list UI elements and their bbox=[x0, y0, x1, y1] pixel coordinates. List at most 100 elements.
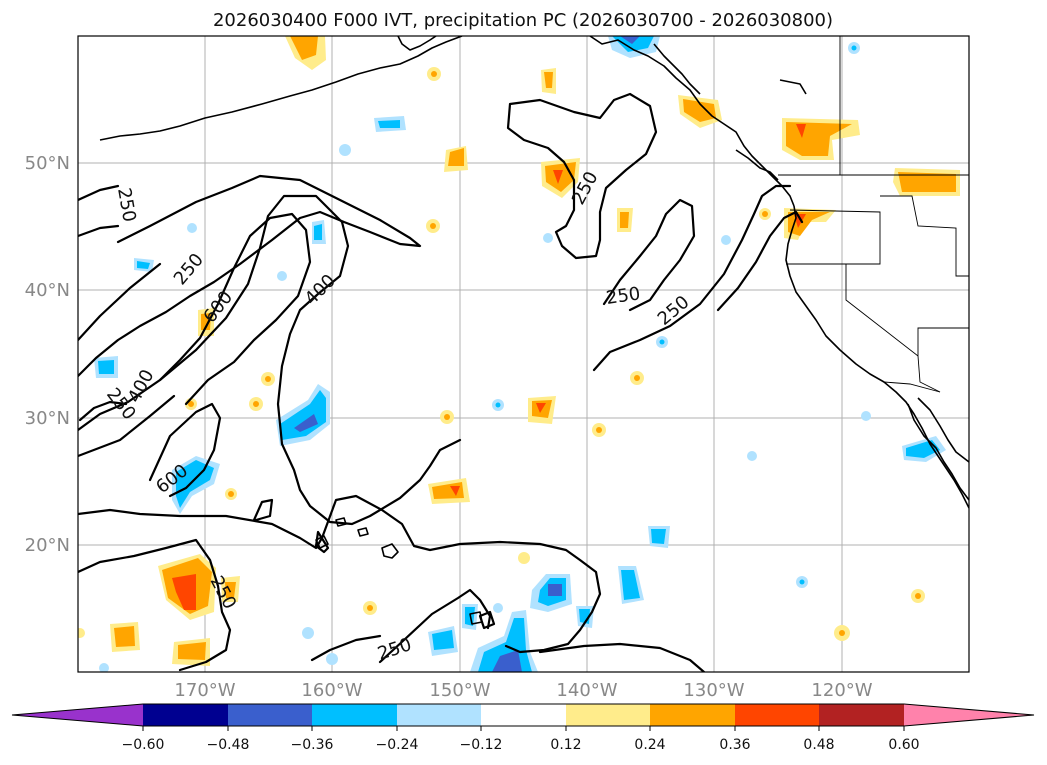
gulf-of-california bbox=[917, 397, 969, 463]
precip-patch bbox=[796, 124, 806, 138]
ivt-contour-250 bbox=[716, 210, 804, 312]
precip-patch bbox=[762, 211, 768, 217]
lon-label: 170°W bbox=[174, 680, 235, 701]
map-plot-area: 250 250 600 400 250 400 600 250 250 250 … bbox=[78, 36, 969, 672]
idaho-border bbox=[880, 195, 969, 277]
precip-patch bbox=[536, 403, 546, 413]
ivt-label: 400 bbox=[124, 366, 159, 406]
colorbar-segment bbox=[228, 704, 312, 726]
longitude-labels: 170°W 160°W 150°W 140°W 130°W 120°W bbox=[174, 680, 872, 701]
precip-patch bbox=[253, 401, 259, 407]
precip-patch bbox=[430, 223, 436, 229]
maui-island bbox=[357, 527, 369, 537]
figure-title: 2026030400 F000 IVT, precipitation PC (2… bbox=[213, 10, 833, 31]
ivt-contour-250 bbox=[538, 642, 706, 672]
ivt-contour-small bbox=[252, 498, 274, 522]
precip-patch bbox=[683, 99, 716, 122]
precip-patch bbox=[99, 663, 109, 672]
colorbar-segment bbox=[481, 704, 566, 726]
panhandle-inner bbox=[653, 43, 701, 95]
ivt-contour-250 bbox=[78, 262, 162, 342]
precip-patch bbox=[178, 642, 206, 660]
colorbar-ticks bbox=[142, 726, 905, 731]
colorbar-segment bbox=[397, 704, 481, 726]
map-frame bbox=[77, 35, 970, 673]
precip-patch bbox=[799, 579, 805, 585]
precip-patch bbox=[326, 653, 338, 665]
colorbar-segment bbox=[312, 704, 397, 726]
precip-patch bbox=[518, 552, 530, 564]
precip-patch bbox=[444, 414, 450, 420]
colorbar-tick-label: 0.36 bbox=[719, 737, 750, 753]
precip-patch bbox=[492, 650, 522, 672]
coastlines bbox=[99, 36, 969, 625]
colorbar-segment bbox=[566, 704, 650, 726]
precip-patch bbox=[612, 36, 654, 52]
precip-patch bbox=[176, 460, 214, 508]
lon-label: 150°W bbox=[429, 680, 490, 701]
precip-patch bbox=[228, 491, 234, 497]
precip-patch bbox=[378, 120, 400, 128]
precip-patch bbox=[280, 390, 326, 440]
precip-patch bbox=[225, 582, 236, 598]
ivt-contour-600 bbox=[148, 402, 222, 498]
precip-patch bbox=[651, 529, 666, 544]
lat-label: 50°N bbox=[25, 153, 70, 174]
ivt-contour-600 bbox=[158, 212, 312, 406]
ivt-label: 250 bbox=[605, 283, 642, 309]
precip-patch bbox=[596, 427, 602, 433]
precip-patch bbox=[432, 630, 454, 650]
colorbar-segment bbox=[819, 704, 904, 726]
colorbar-tick-label: 0.24 bbox=[634, 737, 665, 753]
precip-patch bbox=[620, 212, 629, 228]
colorbar-tick-label: −0.48 bbox=[207, 737, 250, 753]
alaska-peninsula bbox=[397, 36, 437, 51]
precip-patch bbox=[839, 630, 845, 636]
lon-label: 160°W bbox=[301, 680, 362, 701]
ivt-contour-250 bbox=[592, 184, 792, 372]
colorbar: −0.60 −0.48 −0.36 −0.24 −0.12 0.12 0.24 … bbox=[11, 703, 1035, 753]
island-outline bbox=[779, 79, 807, 95]
ivt-contour-250 bbox=[78, 538, 232, 672]
precip-patch bbox=[294, 414, 318, 432]
precip-patch bbox=[543, 233, 553, 243]
arizona-border bbox=[917, 355, 941, 393]
colorbar-tick-label: 0.12 bbox=[550, 737, 581, 753]
colorbar-extend-low bbox=[12, 704, 143, 726]
ivt-contour-small bbox=[314, 530, 330, 554]
precip-patch bbox=[277, 271, 287, 281]
precip-patch bbox=[794, 214, 806, 228]
colorbar-segment bbox=[735, 704, 819, 726]
colorbar-tick-label: 0.60 bbox=[888, 737, 919, 753]
precip-patch bbox=[620, 36, 640, 44]
precip-patch bbox=[721, 235, 731, 245]
precip-patch bbox=[201, 313, 211, 330]
ivt-contour-250 bbox=[602, 198, 696, 312]
precip-patch bbox=[78, 628, 85, 638]
precip-patch bbox=[137, 261, 150, 269]
ivt-contour-250 bbox=[78, 174, 422, 378]
ivt-label: 250 bbox=[375, 634, 414, 665]
precip-patch bbox=[265, 376, 271, 382]
precip-patch bbox=[544, 72, 553, 88]
precip-patch bbox=[188, 401, 194, 407]
precip-patch bbox=[114, 626, 135, 647]
us-west-coast bbox=[785, 205, 969, 509]
ivt-contour-400 bbox=[78, 400, 128, 422]
lat-label: 40°N bbox=[25, 280, 70, 301]
bc-coast bbox=[589, 36, 795, 207]
precip-patch bbox=[915, 593, 921, 599]
precip-patch bbox=[861, 411, 871, 421]
lon-label: 130°W bbox=[683, 680, 744, 701]
colorbar-tick-label: 0.48 bbox=[803, 737, 834, 753]
precip-patch bbox=[302, 627, 314, 639]
colorbar-segment bbox=[650, 704, 735, 726]
precip-patch bbox=[659, 339, 665, 345]
ivt-contour-400 bbox=[78, 394, 176, 458]
precip-patch bbox=[851, 45, 857, 51]
ivt-contours bbox=[78, 92, 804, 672]
ivt-contour-250 bbox=[310, 634, 382, 662]
ivt-contour-250 bbox=[506, 92, 658, 260]
precip-patch bbox=[548, 584, 562, 596]
colorbar-tick-label: −0.24 bbox=[376, 737, 419, 753]
